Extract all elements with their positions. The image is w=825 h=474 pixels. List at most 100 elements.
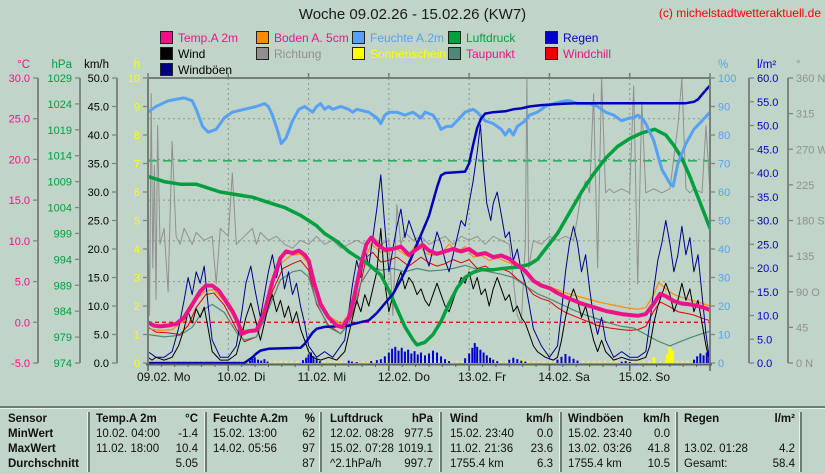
svg-text:1004: 1004 [48, 203, 72, 215]
axis-title-deg: ° [796, 59, 801, 71]
svg-text:60: 60 [718, 187, 730, 199]
windb-en-max-time: 13.02. 03:26 [568, 443, 632, 455]
svg-text:35.0: 35.0 [88, 159, 109, 171]
svg-text:9: 9 [134, 102, 140, 114]
series-temp-a-2m [147, 235, 711, 336]
legend-item-luftdruck: Luftdruck [448, 31, 515, 44]
legend-label: Feuchte A.2m [370, 30, 445, 45]
regen-avg-value: 58.4 [772, 458, 795, 470]
legend-swatch-wind [160, 47, 173, 60]
svg-text:09.02. Mo: 09.02. Mo [137, 370, 191, 384]
wind-avg-time: 1755.4 km [450, 458, 504, 470]
windb-en-avg-value: 10.5 [647, 458, 670, 470]
axis-title-temp: °C [17, 59, 30, 71]
svg-text:979: 979 [54, 332, 72, 344]
svg-text:10: 10 [718, 330, 730, 342]
svg-text:225: 225 [796, 180, 814, 192]
series [147, 77, 711, 365]
series-taupunkt [147, 264, 711, 347]
svg-text:1024: 1024 [48, 99, 72, 111]
svg-text:25.0: 25.0 [9, 114, 30, 126]
legend-swatch-feuchte-a-2m [352, 31, 365, 44]
svg-text:10.0: 10.0 [88, 301, 109, 313]
series-windchill [147, 251, 711, 343]
temp-a-2m-max-time: 11.02. 18:00 [96, 443, 160, 455]
svg-text:12.02. Do: 12.02. Do [378, 370, 430, 384]
svg-text:45: 45 [796, 322, 808, 334]
legend-item-temp-a-2m: Temp.A 2m [160, 31, 238, 44]
legend-swatch-richtung [256, 47, 269, 60]
svg-text:0: 0 [718, 358, 724, 370]
wind-min-value: 0.0 [537, 428, 553, 440]
legend-label: Temp.A 2m [178, 30, 239, 45]
legend-swatch-temp-a-2m [160, 31, 173, 44]
axis-title-h: h [134, 59, 140, 71]
svg-text:984: 984 [54, 306, 72, 318]
svg-text:1029: 1029 [48, 73, 72, 85]
svg-text:25.0: 25.0 [88, 216, 109, 228]
copyright-link[interactable]: (c) michelstadtwetteraktuell.de [658, 6, 821, 20]
svg-text:30: 30 [718, 273, 730, 285]
svg-text:13.02. Fr: 13.02. Fr [458, 370, 506, 384]
feuchte-a-2m-min-value: 62 [302, 428, 315, 440]
svg-text:0.0: 0.0 [15, 317, 30, 329]
axis-kmh: km/h 50.0 45.0 40.0 35.0 30.0 25.0 20.0 15.0 10.0… [84, 59, 118, 370]
legend-label: Windböen [178, 62, 233, 77]
legend-item-sonnenschein: Sonnenschein [352, 47, 446, 60]
table-separator [440, 412, 442, 472]
wind-avg-value: 6.3 [537, 458, 553, 470]
row-label-sensor: Sensor [8, 413, 47, 425]
svg-text:15.0: 15.0 [88, 273, 109, 285]
legend-label: Wind [178, 46, 206, 61]
svg-text:0: 0 [134, 358, 140, 370]
table-separator [320, 412, 322, 472]
col-unit-temp-a-2m: °C [185, 413, 198, 425]
svg-text:8: 8 [134, 130, 140, 142]
series-regen [248, 343, 711, 363]
svg-text:90: 90 [718, 102, 730, 114]
svg-text:20.0: 20.0 [757, 263, 778, 275]
temp-a-2m-min-value: -1.4 [178, 428, 198, 440]
svg-text:80: 80 [718, 130, 730, 142]
wind-max-value: 23.6 [530, 443, 553, 455]
svg-text:50.0: 50.0 [88, 73, 109, 85]
svg-text:180 S: 180 S [796, 216, 825, 228]
row-label-maxwert: MaxWert [8, 443, 56, 455]
svg-text:15.0: 15.0 [9, 195, 30, 207]
svg-text:45.0: 45.0 [88, 102, 109, 114]
series-richtung [147, 77, 711, 324]
row-label-durchschnitt: Durchschnitt [8, 458, 79, 470]
legend-item-taupunkt: Taupunkt [448, 47, 515, 60]
svg-text:1019: 1019 [48, 125, 72, 137]
svg-text:15.02. So: 15.02. So [619, 370, 671, 384]
table-separator [205, 412, 207, 472]
legend-label: Luftdruck [466, 30, 516, 45]
legend-label: Regen [563, 30, 599, 45]
col-header-regen: Regen [684, 413, 720, 425]
svg-text:270 W: 270 W [796, 144, 825, 156]
windb-en-min-time: 15.02. 23:40 [568, 428, 632, 440]
legend-label: Taupunkt [466, 46, 515, 61]
svg-text:25.0: 25.0 [757, 239, 778, 251]
svg-text:30.0: 30.0 [9, 73, 30, 85]
stats-table: Sensor MinWert MaxWert Durchschnitt Temp.A 2… [0, 406, 825, 474]
svg-text:1014: 1014 [48, 151, 72, 163]
svg-text:360 N: 360 N [796, 73, 825, 85]
svg-text:40.0: 40.0 [88, 130, 109, 142]
col-unit-feuchte-a-2m: % [304, 413, 315, 425]
svg-text:30.0: 30.0 [88, 187, 109, 199]
svg-text:-5.0: -5.0 [11, 358, 30, 370]
feuchte-a-2m-avg-value: 87 [302, 458, 315, 470]
legend-item-boden-a-5cm: Boden A. 5cm [256, 31, 349, 44]
series-regen-summe [147, 84, 711, 365]
legend-label: Richtung [274, 46, 322, 61]
regen-avg-time: Gesamt: [684, 458, 728, 470]
svg-text:10.02. Di: 10.02. Di [217, 370, 265, 384]
legend-item-windchill: Windchill [545, 47, 611, 60]
series-luftdruck [147, 127, 711, 347]
svg-text:40.0: 40.0 [757, 168, 778, 180]
legend-item-feuchte-a-2m: Feuchte A.2m [352, 31, 444, 44]
svg-text:100: 100 [718, 73, 736, 85]
